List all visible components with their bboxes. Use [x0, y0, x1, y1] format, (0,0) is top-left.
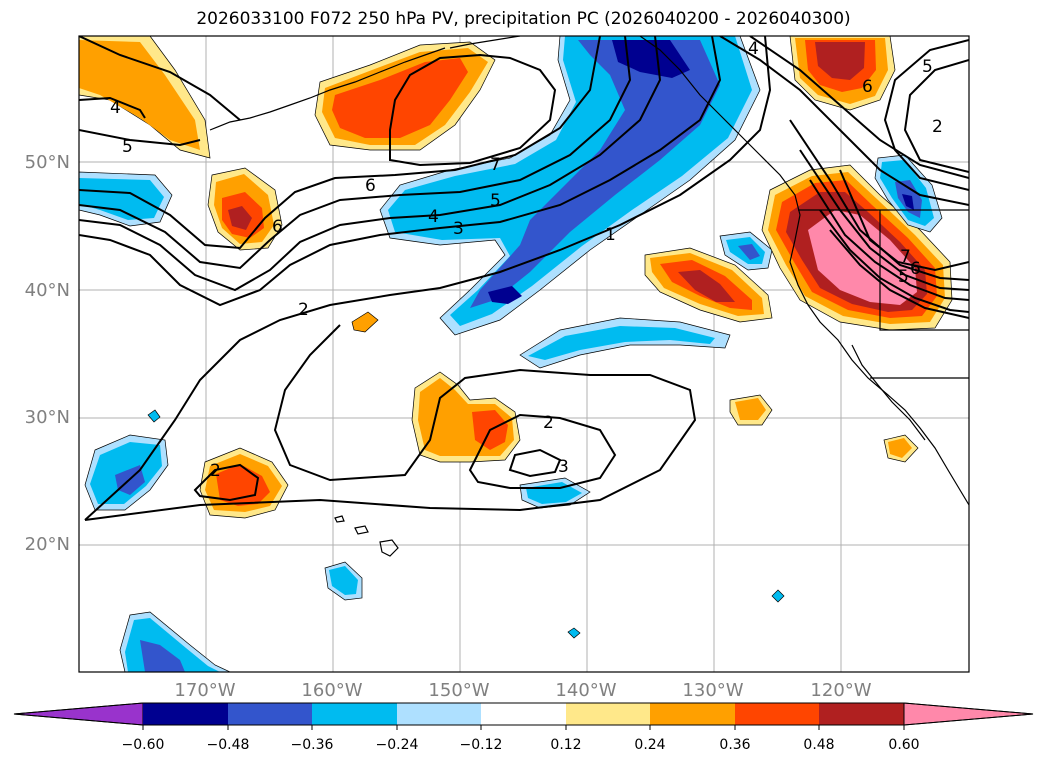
contour-label: 7 — [900, 247, 911, 267]
contour-label: 4 — [748, 39, 759, 59]
colorbar-tick-label: 0.48 — [803, 737, 835, 753]
precip-band-blue-2 — [519, 317, 731, 369]
colorbar-tick-label: 0.60 — [888, 737, 920, 753]
pv-contour-7 — [389, 53, 557, 167]
precip-shading — [79, 36, 953, 672]
map-frame — [78, 35, 970, 673]
coastline-baja — [851, 344, 926, 441]
pv-contour-3-north — [79, 36, 722, 307]
contour-label: 6 — [910, 259, 921, 279]
colorbar-ticks — [142, 725, 905, 730]
pv-contour-east-1 — [719, 36, 969, 206]
colorbar-tick-label: 0.36 — [719, 737, 751, 753]
coastline-aleutians — [209, 47, 446, 131]
pv-contour-2c — [193, 463, 260, 502]
contour-label: 5 — [122, 137, 133, 157]
coastline-alaska — [449, 36, 521, 49]
colorbar-tick-label: −0.12 — [459, 737, 503, 753]
contour-label: 3 — [453, 219, 464, 239]
contour-label: 5 — [898, 267, 909, 287]
pv-contour-mini — [839, 169, 969, 272]
pv-contour-ne-loop2 — [883, 39, 969, 191]
colorbar-tick-label: −0.60 — [121, 737, 165, 753]
lon-label-160w: 160°W — [301, 680, 363, 701]
pv-contour-ring — [79, 36, 241, 121]
pv-contour-6 — [79, 36, 601, 250]
lon-label-130w: 130°W — [682, 680, 744, 701]
state-border — [879, 210, 969, 331]
lon-label-120w: 120°W — [810, 680, 872, 701]
lat-label-30n: 30°N — [24, 407, 70, 428]
lat-label-20n: 20°N — [24, 534, 70, 555]
colorbar — [13, 702, 1034, 730]
hawaii-island-1 — [379, 539, 399, 557]
contour-label: 5 — [490, 191, 501, 211]
contour-label: 2 — [298, 300, 309, 320]
lat-label-50n: 50°N — [24, 152, 70, 173]
contour-label: 3 — [558, 457, 569, 477]
colorbar-bin — [819, 703, 904, 725]
contour-label: 6 — [365, 176, 376, 196]
pv-contour-2d — [468, 413, 617, 489]
colorbar-extend-right — [903, 702, 1034, 726]
contour-label: 6 — [272, 217, 283, 237]
contour-label: 2 — [932, 117, 943, 137]
pv-contour-2 — [84, 36, 772, 521]
colorbar-bin — [735, 703, 819, 725]
colorbar-bin — [397, 703, 481, 725]
lon-label-150w: 150°W — [428, 680, 490, 701]
colorbar-tick-label: 0.12 — [550, 737, 582, 753]
colorbar-bin — [566, 703, 650, 725]
contour-label: 4 — [110, 98, 121, 118]
contour-labels: 4 5 2 6 7 5 4 3 6 1 2 2 3 7 5 6 4 5 6 2 — [110, 39, 943, 481]
pv-contour-ne-loop — [903, 59, 969, 173]
lon-label-170w: 170°W — [174, 680, 236, 701]
contour-label: 1 — [605, 225, 616, 245]
contour-label: 4 — [428, 207, 439, 227]
contour-label: 2 — [210, 461, 221, 481]
pv-contour-east-2 — [749, 36, 969, 179]
pv-contour-4-nw — [79, 96, 146, 119]
hawaii-island-2 — [354, 525, 369, 535]
map-title: 2026033100 F072 250 hPa PV, precipitatio… — [196, 9, 851, 29]
map-plot-area: 4 5 2 6 7 5 4 3 6 1 2 2 3 7 5 6 4 5 6 2 — [79, 36, 969, 672]
pv-contour-east-7 — [829, 229, 969, 319]
coastline-north-america — [639, 36, 969, 506]
pv-contours — [79, 36, 969, 521]
contour-label: 6 — [862, 77, 873, 97]
pv-contour-5 — [79, 36, 632, 270]
colorbar-tick-label: −0.24 — [375, 737, 419, 753]
pv-contour-east-4 — [799, 149, 969, 291]
pv-contour-5-nw — [79, 129, 201, 147]
colorbar-bin — [312, 703, 397, 725]
colorbar-bin — [650, 703, 735, 725]
lon-label-140w: 140°W — [555, 680, 617, 701]
pv-contour-4 — [79, 36, 662, 292]
colorbar-extend-left — [13, 702, 144, 726]
colorbar-tick-label: −0.36 — [290, 737, 334, 753]
colorbar-tick-label: 0.24 — [634, 737, 666, 753]
colorbar-bin — [228, 703, 312, 725]
pv-contour-3 — [508, 448, 562, 478]
contour-label: 7 — [490, 155, 501, 175]
contour-label: 5 — [922, 57, 933, 77]
colorbar-tick-label: −0.48 — [206, 737, 250, 753]
pv-contour-east-5 — [809, 179, 969, 301]
colorbar-bin — [481, 703, 566, 725]
pv-contour-2b — [84, 324, 697, 521]
contour-label: 2 — [543, 413, 554, 433]
pv-contour-east-6 — [819, 209, 969, 313]
coastlines — [209, 36, 969, 557]
hawaii-island-3 — [334, 515, 345, 523]
colorbar-bin — [143, 703, 228, 725]
lat-label-40n: 40°N — [24, 280, 70, 301]
